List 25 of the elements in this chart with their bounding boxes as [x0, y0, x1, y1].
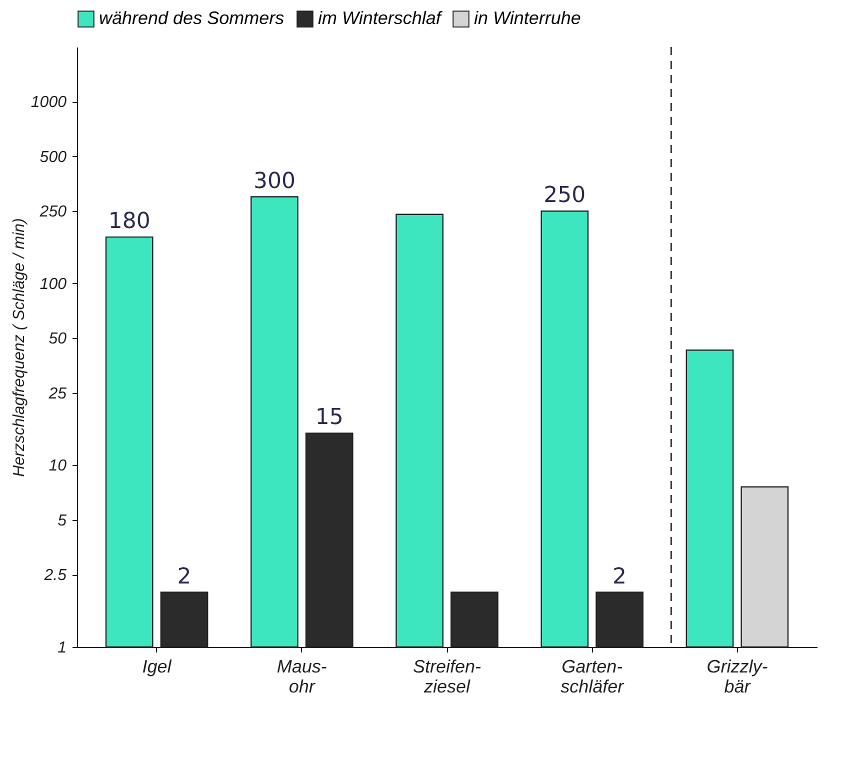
- y-tick-label: 5: [58, 512, 67, 530]
- data-label: 180: [108, 209, 150, 234]
- y-tick-label: 500: [40, 148, 67, 166]
- y-tick-label: 25: [48, 385, 67, 402]
- legend-label: in Winterruhe: [474, 8, 581, 28]
- data-label: 15: [315, 405, 344, 430]
- data-label: 250: [544, 183, 586, 208]
- y-tick-label: 100: [40, 276, 67, 293]
- x-tick-label: Grizzly- bär: [706, 656, 768, 696]
- x-tick-label: Maus- ohr: [276, 656, 327, 696]
- y-tick-label: 1: [58, 640, 66, 656]
- data-label: 2: [612, 564, 627, 590]
- y-tick-label: 1000: [30, 94, 67, 112]
- y-axis-title: Herzschlagfrequenz ( Schläge / min): [10, 218, 28, 477]
- data-label: 2: [177, 564, 192, 590]
- x-tick-label: Streifen- ziesel: [412, 656, 482, 696]
- legend-label: während des Sommers: [99, 8, 284, 28]
- legend-label: im Winterschlaf: [318, 8, 443, 28]
- x-tick-label: Igel: [142, 656, 172, 676]
- y-tick-label: 250: [38, 204, 67, 221]
- data-label: 300: [253, 168, 296, 194]
- x-tick-label: Garten- schläfer: [560, 656, 625, 696]
- y-tick-label: 50: [48, 330, 67, 348]
- y-tick-label: 10: [48, 458, 67, 475]
- y-tick-label: 2.5: [43, 567, 67, 584]
